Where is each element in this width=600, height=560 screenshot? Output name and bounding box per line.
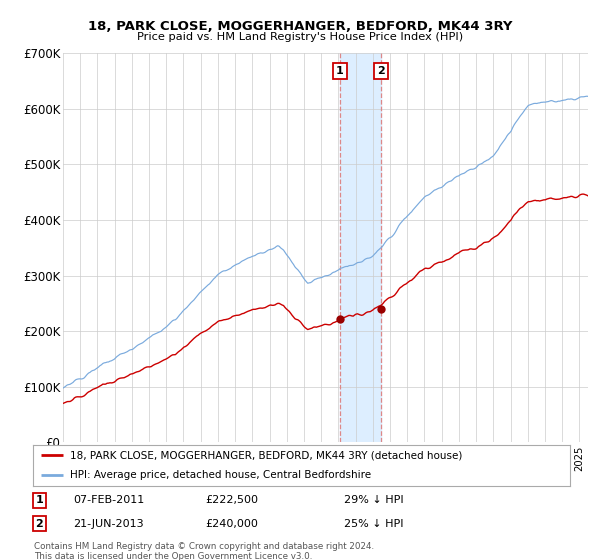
Text: 07-FEB-2011: 07-FEB-2011 <box>73 496 145 506</box>
Text: 2: 2 <box>35 519 43 529</box>
Text: £222,500: £222,500 <box>205 496 258 506</box>
Text: 29% ↓ HPI: 29% ↓ HPI <box>344 496 404 506</box>
Text: £240,000: £240,000 <box>205 519 258 529</box>
Text: Price paid vs. HM Land Registry's House Price Index (HPI): Price paid vs. HM Land Registry's House … <box>137 32 463 43</box>
Text: 18, PARK CLOSE, MOGGERHANGER, BEDFORD, MK44 3RY: 18, PARK CLOSE, MOGGERHANGER, BEDFORD, M… <box>88 20 512 32</box>
Text: 21-JUN-2013: 21-JUN-2013 <box>73 519 144 529</box>
Text: 1: 1 <box>35 496 43 506</box>
Text: 2: 2 <box>377 66 385 76</box>
Text: 1: 1 <box>336 66 344 76</box>
Text: Contains HM Land Registry data © Crown copyright and database right 2024.
This d: Contains HM Land Registry data © Crown c… <box>34 542 374 560</box>
Text: HPI: Average price, detached house, Central Bedfordshire: HPI: Average price, detached house, Cent… <box>70 470 371 480</box>
Bar <box>340 53 381 442</box>
Text: 25% ↓ HPI: 25% ↓ HPI <box>344 519 404 529</box>
Text: 18, PARK CLOSE, MOGGERHANGER, BEDFORD, MK44 3RY (detached house): 18, PARK CLOSE, MOGGERHANGER, BEDFORD, M… <box>70 450 462 460</box>
